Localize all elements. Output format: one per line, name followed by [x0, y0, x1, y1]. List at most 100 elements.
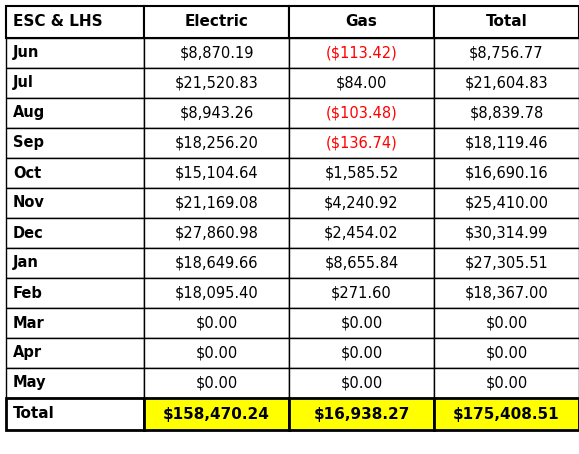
Bar	[434, 308, 579, 338]
Text: $2,454.02: $2,454.02	[324, 226, 399, 241]
Bar	[289, 248, 434, 278]
Bar	[6, 158, 144, 188]
Bar	[6, 308, 144, 338]
Bar	[144, 248, 289, 278]
Bar	[6, 68, 144, 98]
Bar	[6, 188, 144, 218]
Bar	[289, 398, 434, 430]
Text: $21,604.83: $21,604.83	[465, 75, 548, 90]
Bar	[289, 68, 434, 98]
Text: $175,408.51: $175,408.51	[453, 406, 560, 421]
Bar	[289, 218, 434, 248]
Text: Apr: Apr	[13, 345, 42, 360]
Text: $18,095.40: $18,095.40	[175, 286, 258, 301]
Bar	[434, 248, 579, 278]
Text: Gas: Gas	[346, 15, 378, 30]
Bar	[6, 98, 144, 128]
Text: Aug: Aug	[13, 105, 45, 120]
Bar	[144, 158, 289, 188]
Text: $1,585.52: $1,585.52	[324, 166, 399, 181]
Bar	[434, 398, 579, 430]
Bar	[434, 98, 579, 128]
Bar	[434, 338, 579, 368]
Bar	[6, 308, 144, 338]
Bar	[434, 98, 579, 128]
Bar	[434, 188, 579, 218]
Bar	[6, 278, 144, 308]
Bar	[289, 6, 434, 38]
Bar	[144, 278, 289, 308]
Text: $21,169.08: $21,169.08	[175, 196, 258, 211]
Text: Sep: Sep	[13, 135, 44, 150]
Bar	[144, 368, 289, 398]
Bar	[434, 218, 579, 248]
Text: $8,655.84: $8,655.84	[324, 256, 398, 271]
Bar	[6, 338, 144, 368]
Text: $0.00: $0.00	[485, 345, 527, 360]
Text: $271.60: $271.60	[331, 286, 392, 301]
Text: $27,305.51: $27,305.51	[464, 256, 548, 271]
Bar	[6, 368, 144, 398]
Text: ($136.74): ($136.74)	[325, 135, 397, 150]
Text: Electric: Electric	[185, 15, 248, 30]
Bar	[289, 68, 434, 98]
Bar	[6, 158, 144, 188]
Bar	[434, 218, 579, 248]
Text: $21,520.83: $21,520.83	[175, 75, 258, 90]
Bar	[6, 128, 144, 158]
Bar	[6, 218, 144, 248]
Bar	[289, 218, 434, 248]
Text: $8,870.19: $8,870.19	[179, 45, 254, 60]
Text: $18,649.66: $18,649.66	[175, 256, 258, 271]
Bar	[434, 158, 579, 188]
Bar	[289, 128, 434, 158]
Bar	[144, 68, 289, 98]
Text: Jun: Jun	[13, 45, 39, 60]
Bar	[6, 188, 144, 218]
Bar	[144, 188, 289, 218]
Bar	[144, 6, 289, 38]
Bar	[144, 248, 289, 278]
Text: $30,314.99: $30,314.99	[465, 226, 548, 241]
Bar	[289, 398, 434, 430]
Bar	[144, 188, 289, 218]
Bar	[6, 338, 144, 368]
Bar	[144, 278, 289, 308]
Bar	[144, 38, 289, 68]
Bar	[144, 158, 289, 188]
Bar	[289, 338, 434, 368]
Bar	[434, 128, 579, 158]
Bar	[434, 248, 579, 278]
Bar	[144, 218, 289, 248]
Bar	[6, 68, 144, 98]
Text: Total: Total	[13, 406, 54, 421]
Bar	[434, 278, 579, 308]
Bar	[144, 128, 289, 158]
Bar	[6, 278, 144, 308]
Text: Jan: Jan	[13, 256, 39, 271]
Bar	[289, 6, 434, 38]
Bar	[289, 158, 434, 188]
Text: Feb: Feb	[13, 286, 43, 301]
Bar	[289, 248, 434, 278]
Bar	[144, 308, 289, 338]
Text: Oct: Oct	[13, 166, 41, 181]
Bar	[144, 128, 289, 158]
Text: $0.00: $0.00	[340, 345, 383, 360]
Bar	[434, 368, 579, 398]
Text: $0.00: $0.00	[340, 316, 383, 331]
Bar	[289, 98, 434, 128]
Bar	[6, 248, 144, 278]
Text: Jul: Jul	[13, 75, 34, 90]
Bar	[289, 128, 434, 158]
Bar	[434, 338, 579, 368]
Text: Nov: Nov	[13, 196, 45, 211]
Text: $15,104.64: $15,104.64	[175, 166, 258, 181]
Bar	[144, 6, 289, 38]
Bar	[434, 6, 579, 38]
Bar	[434, 6, 579, 38]
Bar	[289, 368, 434, 398]
Text: $27,860.98: $27,860.98	[174, 226, 258, 241]
Text: $8,839.78: $8,839.78	[470, 105, 544, 120]
Text: $8,943.26: $8,943.26	[179, 105, 254, 120]
